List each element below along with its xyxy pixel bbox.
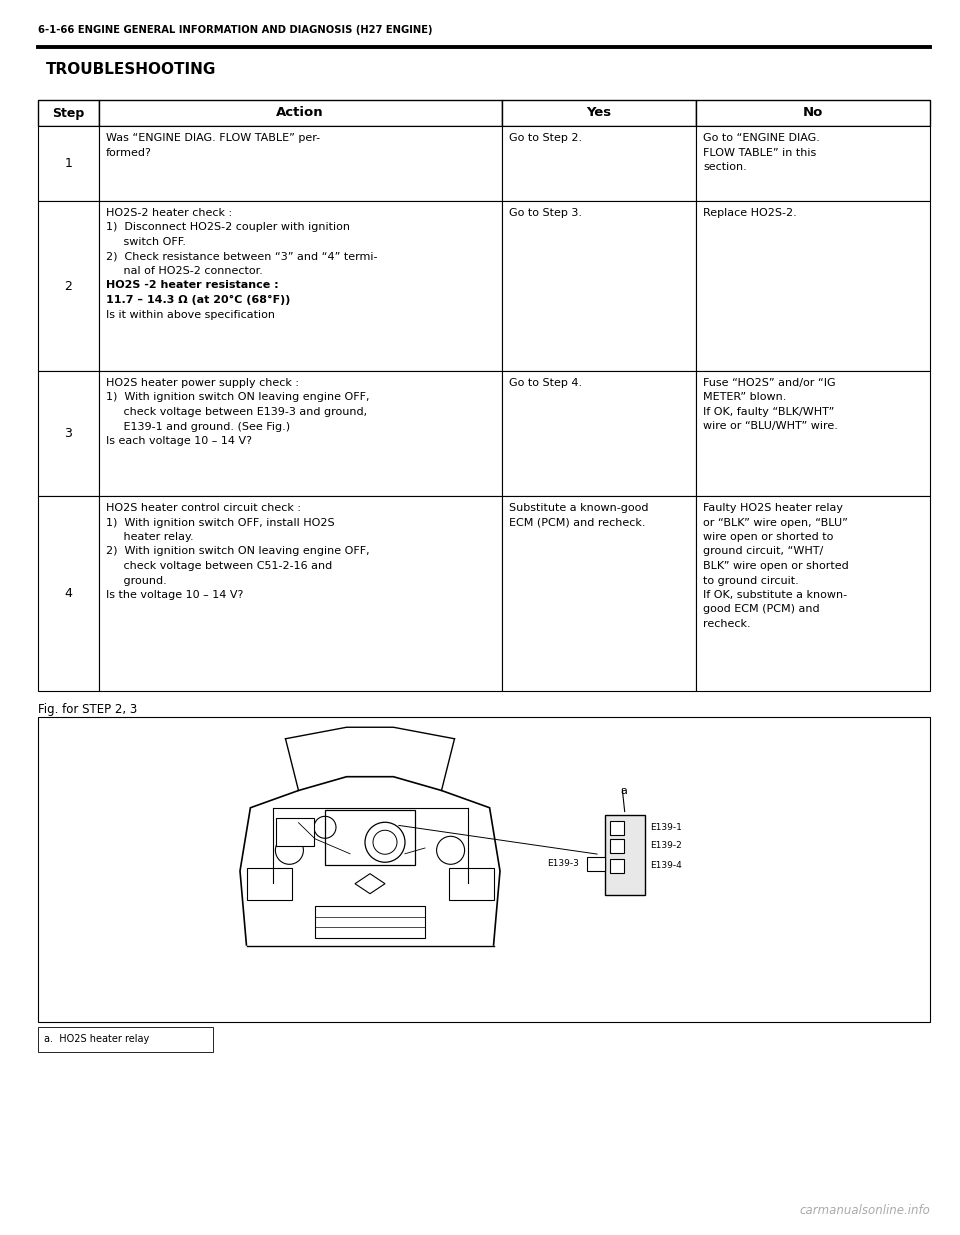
Text: 2)  Check resistance between “3” and “4” termi-: 2) Check resistance between “3” and “4” …: [106, 252, 377, 262]
Bar: [587, 857, 605, 871]
Text: Is each voltage 10 – 14 V?: Is each voltage 10 – 14 V?: [106, 436, 252, 446]
Text: E139-1 and ground. (See Fig.): E139-1 and ground. (See Fig.): [106, 421, 290, 431]
Text: Action: Action: [276, 106, 324, 120]
Text: FLOW TABLE” in this: FLOW TABLE” in this: [704, 147, 817, 158]
Text: HO2S heater control circuit check :: HO2S heater control circuit check :: [106, 503, 300, 513]
Text: carmanualsonline.info: carmanualsonline.info: [799, 1204, 930, 1216]
Bar: [610, 858, 624, 872]
Text: or “BLK” wire open, “BLU”: or “BLK” wire open, “BLU”: [704, 517, 849, 527]
Bar: [38, 370, 99, 496]
Bar: [38, 1028, 213, 1052]
Text: HO2S-2 heater check :: HO2S-2 heater check :: [106, 207, 231, 219]
Text: Fig. for STEP 2, 3: Fig. for STEP 2, 3: [38, 703, 137, 716]
Bar: [696, 201, 930, 370]
Text: a: a: [620, 787, 627, 797]
Text: wire or “BLU/WHT” wire.: wire or “BLU/WHT” wire.: [704, 421, 838, 431]
Text: to ground circuit.: to ground circuit.: [704, 576, 799, 585]
Text: Is the voltage 10 – 14 V?: Is the voltage 10 – 14 V?: [106, 590, 243, 600]
Bar: [38, 718, 930, 1023]
Bar: [502, 126, 696, 201]
Bar: [99, 126, 502, 201]
Bar: [99, 201, 502, 370]
Text: Replace HO2S-2.: Replace HO2S-2.: [704, 207, 797, 219]
Bar: [38, 126, 99, 201]
Text: Yes: Yes: [587, 106, 612, 120]
Bar: [696, 496, 930, 692]
Bar: [99, 100, 502, 126]
Bar: [38, 100, 99, 126]
Text: E139-3: E139-3: [547, 860, 579, 868]
Bar: [610, 839, 624, 852]
Text: METER” blown.: METER” blown.: [704, 393, 786, 403]
Text: Go to “ENGINE DIAG.: Go to “ENGINE DIAG.: [704, 133, 820, 143]
Text: Was “ENGINE DIAG. FLOW TABLE” per-: Was “ENGINE DIAG. FLOW TABLE” per-: [106, 133, 320, 143]
Bar: [99, 496, 502, 692]
Bar: [502, 370, 696, 496]
Text: TROUBLESHOOTING: TROUBLESHOOTING: [46, 62, 216, 77]
Bar: [99, 370, 502, 496]
Text: check voltage between C51-2-16 and: check voltage between C51-2-16 and: [106, 561, 332, 571]
Text: 2: 2: [64, 279, 72, 293]
Text: BLK” wire open or shorted: BLK” wire open or shorted: [704, 561, 849, 571]
Bar: [610, 820, 624, 835]
Text: section.: section.: [704, 162, 747, 172]
Text: HO2S heater power supply check :: HO2S heater power supply check :: [106, 378, 299, 388]
Text: ground circuit, “WHT/: ground circuit, “WHT/: [704, 547, 824, 557]
Bar: [696, 100, 930, 126]
Text: Is it within above specification: Is it within above specification: [106, 310, 275, 320]
Text: E139-1: E139-1: [650, 823, 682, 832]
Text: Fuse “HO2S” and/or “IG: Fuse “HO2S” and/or “IG: [704, 378, 836, 388]
Text: If OK, substitute a known-: If OK, substitute a known-: [704, 590, 848, 600]
Text: ECM (PCM) and recheck.: ECM (PCM) and recheck.: [509, 517, 645, 527]
Text: nal of HO2S-2 connector.: nal of HO2S-2 connector.: [106, 266, 262, 275]
Text: Substitute a known-good: Substitute a known-good: [509, 503, 648, 513]
Bar: [605, 815, 645, 894]
Text: 6-1-66 ENGINE GENERAL INFORMATION AND DIAGNOSIS (H27 ENGINE): 6-1-66 ENGINE GENERAL INFORMATION AND DI…: [38, 25, 433, 35]
Text: a.  HO2S heater relay: a. HO2S heater relay: [44, 1035, 149, 1045]
Text: 1)  With ignition switch OFF, install HO2S: 1) With ignition switch OFF, install HO2…: [106, 517, 334, 527]
Text: No: No: [803, 106, 824, 120]
Text: 4: 4: [64, 587, 72, 600]
Bar: [502, 201, 696, 370]
Bar: [247, 868, 292, 900]
Text: recheck.: recheck.: [704, 619, 751, 629]
Text: 1)  Disconnect HO2S-2 coupler with ignition: 1) Disconnect HO2S-2 coupler with igniti…: [106, 222, 349, 232]
Bar: [502, 100, 696, 126]
Text: 1)  With ignition switch ON leaving engine OFF,: 1) With ignition switch ON leaving engin…: [106, 393, 370, 403]
Text: Go to Step 4.: Go to Step 4.: [509, 378, 582, 388]
Bar: [696, 126, 930, 201]
Bar: [38, 496, 99, 692]
Bar: [315, 905, 425, 937]
Text: ground.: ground.: [106, 576, 166, 585]
Text: Go to Step 3.: Go to Step 3.: [509, 207, 582, 219]
Bar: [38, 201, 99, 370]
Text: Go to Step 2.: Go to Step 2.: [509, 133, 582, 143]
Bar: [696, 370, 930, 496]
Text: HO2S -2 heater resistance :: HO2S -2 heater resistance :: [106, 280, 278, 290]
Text: 11.7 – 14.3 Ω (at 20°C (68°F)): 11.7 – 14.3 Ω (at 20°C (68°F)): [106, 295, 290, 305]
Text: formed?: formed?: [106, 147, 152, 158]
Text: heater relay.: heater relay.: [106, 532, 193, 542]
Text: wire open or shorted to: wire open or shorted to: [704, 532, 833, 542]
Text: 2)  With ignition switch ON leaving engine OFF,: 2) With ignition switch ON leaving engin…: [106, 547, 370, 557]
Text: If OK, faulty “BLK/WHT”: If OK, faulty “BLK/WHT”: [704, 408, 834, 417]
Text: 3: 3: [64, 427, 72, 440]
Bar: [502, 496, 696, 692]
Bar: [448, 868, 493, 900]
Text: check voltage between E139-3 and ground,: check voltage between E139-3 and ground,: [106, 408, 367, 417]
Text: E139-4: E139-4: [650, 861, 682, 869]
Text: good ECM (PCM) and: good ECM (PCM) and: [704, 604, 820, 615]
Text: E139-2: E139-2: [650, 841, 682, 850]
Text: Faulty HO2S heater relay: Faulty HO2S heater relay: [704, 503, 843, 513]
Text: Step: Step: [52, 106, 84, 120]
Bar: [325, 810, 415, 866]
Text: 1: 1: [64, 157, 72, 170]
Bar: [276, 818, 314, 846]
Text: switch OFF.: switch OFF.: [106, 237, 185, 247]
